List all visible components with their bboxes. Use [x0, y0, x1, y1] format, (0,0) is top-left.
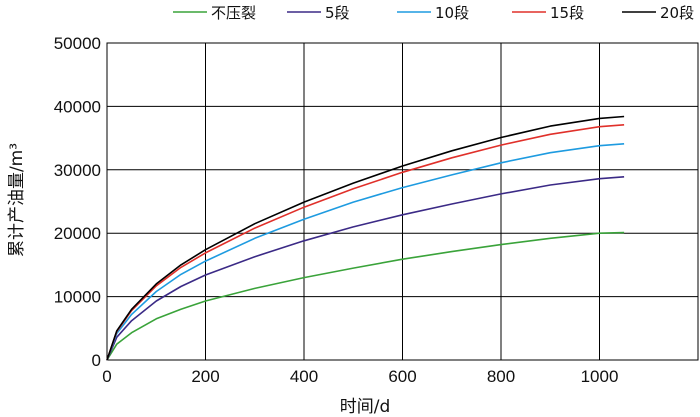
y-tick-label: 10000 [54, 288, 101, 307]
x-tick-label: 1000 [581, 367, 619, 386]
x-tick-label: 200 [191, 367, 219, 386]
x-tick-label: 0 [102, 367, 111, 386]
series-line-4 [106, 124, 625, 361]
legend: 不压裂 5段 10段 15段 20段 [173, 4, 694, 22]
ticks: 0 200 400 600 800 100001000020000300004000050… [54, 34, 619, 386]
y-tick-label: 40000 [54, 97, 101, 116]
x-tick-label: 600 [388, 367, 416, 386]
x-tick-label: 800 [487, 367, 515, 386]
series-line-2 [106, 176, 625, 361]
legend-label: 10段 [435, 4, 469, 22]
y-tick-label: 0 [92, 351, 101, 370]
series-line-5 [106, 115, 625, 361]
y-tick-label: 20000 [54, 224, 101, 243]
grid [106, 42, 699, 361]
series-line-1 [106, 231, 625, 361]
legend-label: 5段 [325, 4, 350, 22]
series-line-3 [106, 143, 625, 361]
legend-label: 15段 [550, 4, 584, 22]
legend-label: 不压裂 [211, 4, 256, 22]
y-tick-label: 50000 [54, 34, 101, 53]
legend-label: 20段 [660, 4, 694, 22]
x-axis-label: 时间/d [340, 397, 391, 417]
y-tick-label: 30000 [54, 161, 101, 180]
x-tick-label: 400 [290, 367, 318, 386]
y-axis-label: 累计产油量/m³ [7, 143, 27, 257]
series-layer [106, 115, 625, 361]
